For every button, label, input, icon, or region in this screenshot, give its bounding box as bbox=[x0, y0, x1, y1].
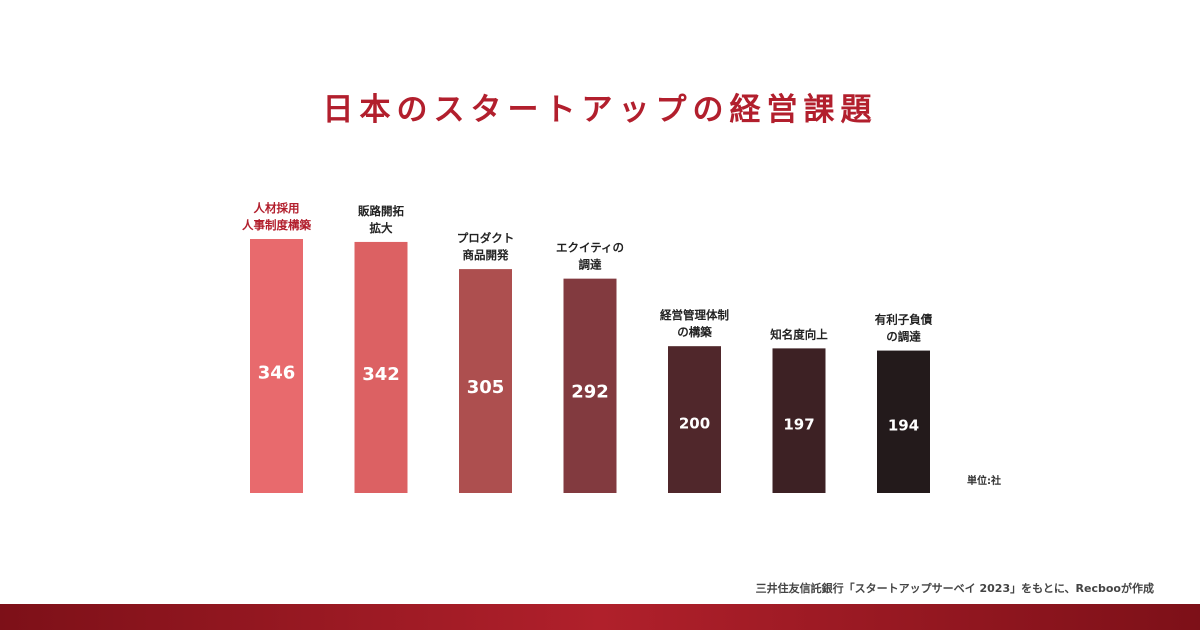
category-label-7-line-2: の調達 bbox=[886, 330, 921, 344]
bar-3 bbox=[459, 269, 512, 493]
source-note: 三井住友信託銀行「スタートアップサーベイ 2023」をもとに、Recbooが作成 bbox=[755, 582, 1154, 595]
bar-value-1: 346 bbox=[258, 363, 296, 384]
bar-7 bbox=[877, 350, 930, 493]
category-label-4-line-1: エクイティの bbox=[556, 241, 624, 255]
bar-5 bbox=[668, 346, 721, 493]
category-label-4-line-2: 調達 bbox=[579, 258, 602, 272]
unit-label: 単位:社 bbox=[967, 474, 1001, 487]
bar-value-6: 197 bbox=[783, 416, 814, 434]
category-label-1-line-2: 人事制度構築 bbox=[242, 218, 311, 232]
bar-4 bbox=[563, 278, 617, 493]
bar-value-2: 342 bbox=[362, 364, 400, 385]
bar-6 bbox=[772, 348, 826, 493]
bar-value-5: 200 bbox=[679, 414, 710, 432]
category-label-2-line-2: 拡大 bbox=[370, 221, 393, 235]
bar-value-3: 305 bbox=[467, 377, 505, 398]
bottom-accent-bar bbox=[0, 604, 1200, 630]
category-label-5-line-2: の構築 bbox=[677, 325, 712, 339]
category-label-3-line-1: プロダクト bbox=[457, 231, 515, 245]
category-label-2-line-1: 販路開拓 bbox=[358, 204, 404, 218]
category-label-3-line-2: 商品開発 bbox=[463, 248, 509, 262]
category-label-6-line-1: 知名度向上 bbox=[769, 327, 828, 341]
category-label-1-line-1: 人材採用 bbox=[254, 201, 300, 215]
bar-2 bbox=[354, 241, 408, 493]
category-label-5-line-1: 経営管理体制 bbox=[660, 308, 729, 322]
bar-value-7: 194 bbox=[888, 417, 919, 435]
bar-value-4: 292 bbox=[571, 381, 609, 402]
bar-1 bbox=[250, 239, 303, 493]
category-label-7-line-1: 有利子負債 bbox=[875, 313, 933, 327]
chart-title: 日本のスタートアップの経営課題 bbox=[322, 92, 878, 128]
